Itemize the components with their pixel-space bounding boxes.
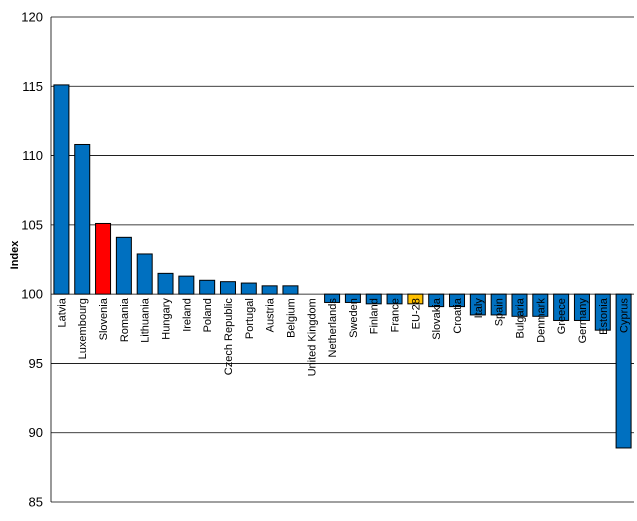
bar-netherlands bbox=[324, 293, 341, 303]
bar-czech-republic bbox=[219, 281, 236, 295]
category-label: Luxembourg bbox=[77, 298, 89, 359]
bar-finland bbox=[365, 293, 382, 305]
category-label: Austria bbox=[265, 297, 277, 332]
category-label: Czech Republic bbox=[223, 298, 235, 376]
category-label: Latvia bbox=[56, 297, 68, 327]
bar-greece bbox=[553, 293, 570, 321]
category-label: Greece bbox=[556, 298, 568, 334]
y-tick-label: 120 bbox=[21, 10, 43, 25]
y-tick-label: 110 bbox=[22, 148, 43, 163]
bar-belgium bbox=[282, 285, 299, 295]
category-label: Spain bbox=[494, 298, 506, 326]
category-label: Croatia bbox=[452, 297, 464, 333]
category-label: Sweden bbox=[348, 298, 360, 338]
category-label: Cyprus bbox=[619, 298, 631, 333]
category-label: Portugal bbox=[244, 298, 256, 339]
bar-hungary bbox=[157, 272, 174, 295]
category-label: Slovakia bbox=[431, 297, 443, 339]
category-label: United Kingdom bbox=[306, 298, 318, 376]
bar-estonia bbox=[594, 293, 611, 331]
category-labels: Latvia Luxembourg Slovenia Romania Lithuania… bbox=[56, 297, 630, 376]
y-tick-labels: 85 90 95 100 105 110 115 120 bbox=[21, 10, 43, 510]
category-label: Bulgaria bbox=[514, 297, 526, 338]
bar-slovakia bbox=[428, 293, 445, 308]
bar-sweden bbox=[344, 293, 361, 303]
y-tick-label: 85 bbox=[29, 495, 43, 510]
category-label: France bbox=[390, 298, 402, 332]
bar-ireland bbox=[178, 275, 195, 295]
category-label: Romania bbox=[119, 297, 131, 342]
category-label: Hungary bbox=[161, 298, 173, 340]
category-label: Slovenia bbox=[98, 297, 110, 340]
bar-france bbox=[386, 293, 403, 305]
y-tick-label: 95 bbox=[29, 356, 43, 371]
category-label: Netherlands bbox=[327, 298, 339, 358]
category-label: Lithuania bbox=[140, 297, 152, 343]
bar-lithuania bbox=[136, 253, 153, 295]
bar-italy bbox=[469, 293, 486, 316]
bar-spain bbox=[490, 293, 507, 316]
category-label: Germany bbox=[577, 298, 589, 344]
category-label: Denmark bbox=[535, 298, 547, 343]
bar-germany bbox=[573, 293, 590, 321]
bar-poland bbox=[199, 279, 216, 295]
y-tick-label: 115 bbox=[22, 79, 43, 94]
bar-croatia bbox=[449, 293, 466, 308]
y-tick-label: 105 bbox=[21, 217, 43, 232]
bar-latvia bbox=[53, 84, 70, 295]
bar-cyprus bbox=[615, 293, 632, 449]
bar-bulgaria bbox=[511, 293, 528, 317]
bars bbox=[53, 84, 632, 449]
y-tick-label: 100 bbox=[21, 287, 43, 302]
category-label: Ireland bbox=[181, 298, 193, 332]
y-tick-label: 90 bbox=[29, 425, 43, 440]
category-label: Estonia bbox=[598, 297, 610, 335]
y-axis-title: Index bbox=[9, 240, 21, 270]
bar-romania bbox=[115, 236, 132, 295]
bar-austria bbox=[261, 285, 278, 295]
category-label: Belgium bbox=[285, 298, 297, 338]
category-label: Poland bbox=[202, 298, 214, 332]
category-label: Italy bbox=[473, 298, 485, 319]
bar-portugal bbox=[240, 282, 257, 295]
category-label: Finland bbox=[369, 298, 381, 334]
bar-luxembourg bbox=[74, 143, 91, 295]
bar-denmark bbox=[532, 293, 549, 317]
bar-eu-28 bbox=[407, 293, 424, 305]
category-label: EU-28 bbox=[410, 298, 422, 329]
bar-slovenia bbox=[95, 222, 112, 295]
